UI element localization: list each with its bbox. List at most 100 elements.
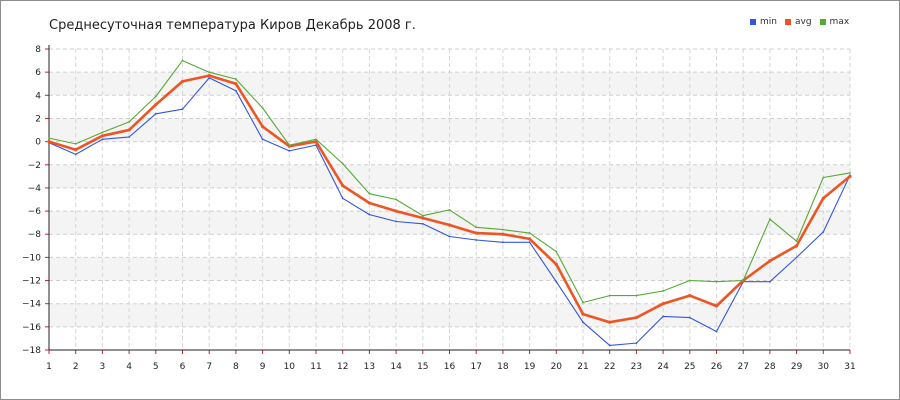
legend-item-avg: avg xyxy=(784,17,812,27)
data-point-max xyxy=(742,279,745,282)
data-point-min xyxy=(528,241,531,244)
y-tick-label: 8 xyxy=(35,45,41,55)
data-point-avg xyxy=(341,184,345,188)
data-point-avg xyxy=(554,262,558,266)
grid-band xyxy=(49,118,850,142)
data-point-min xyxy=(395,220,397,223)
data-point-avg xyxy=(608,320,612,324)
x-tick-label: 9 xyxy=(260,362,266,372)
data-point-min xyxy=(582,321,584,324)
data-point-max xyxy=(48,137,50,140)
data-point-max xyxy=(555,250,558,253)
y-tick-label: −2 xyxy=(28,161,41,171)
data-point-max xyxy=(715,280,718,283)
legend-item-min: min xyxy=(750,17,777,27)
x-tick-label: 20 xyxy=(551,362,563,372)
data-point-min xyxy=(795,256,798,259)
data-point-avg xyxy=(661,302,665,306)
data-point-min xyxy=(261,138,264,141)
legend-swatch-min xyxy=(750,19,756,25)
x-tick-label: 22 xyxy=(604,362,615,372)
data-point-max xyxy=(235,78,237,80)
legend-swatch-avg xyxy=(784,19,791,25)
y-tick-label: −14 xyxy=(22,300,41,310)
data-point-min xyxy=(502,241,504,244)
data-point-min xyxy=(421,222,424,225)
data-point-avg xyxy=(634,315,639,320)
data-point-avg xyxy=(47,140,51,144)
data-point-avg xyxy=(74,148,78,152)
data-point-avg xyxy=(394,209,398,213)
x-tick-label: 10 xyxy=(284,362,296,372)
data-point-avg xyxy=(768,259,772,263)
data-point-max xyxy=(795,240,798,243)
data-point-avg xyxy=(821,196,825,200)
chart-title: Среднесуточная температура Киров Декабрь… xyxy=(49,18,416,33)
y-tick-label: −6 xyxy=(28,207,42,217)
data-point-max xyxy=(395,198,397,201)
data-point-max xyxy=(128,121,131,123)
y-tick-label: −16 xyxy=(22,323,41,333)
data-point-min xyxy=(288,149,291,152)
grid-band xyxy=(49,211,850,235)
data-point-min xyxy=(154,112,157,115)
data-point-avg xyxy=(714,304,719,308)
y-tick-label: 6 xyxy=(35,68,41,78)
data-point-min xyxy=(608,344,611,347)
data-point-max xyxy=(421,214,424,217)
x-tick-label: 4 xyxy=(126,362,132,372)
data-point-avg xyxy=(501,232,505,236)
x-tick-label: 5 xyxy=(153,362,159,372)
data-point-max xyxy=(769,218,771,221)
data-point-min xyxy=(822,231,825,233)
data-point-max xyxy=(822,176,825,179)
data-point-max xyxy=(208,71,211,74)
data-point-max xyxy=(261,107,264,109)
legend: min avg max xyxy=(750,15,849,29)
y-tick-label: −4 xyxy=(28,184,42,194)
data-point-max xyxy=(502,228,504,231)
data-point-avg xyxy=(314,140,318,144)
x-tick-label: 29 xyxy=(791,362,803,372)
y-tick-label: −8 xyxy=(28,230,42,240)
x-tick-label: 11 xyxy=(310,362,321,372)
data-point-min xyxy=(662,315,664,318)
y-tick-label: 0 xyxy=(35,138,41,148)
data-point-avg xyxy=(474,231,478,235)
data-point-min xyxy=(555,280,558,283)
x-tick-label: 25 xyxy=(684,362,695,372)
data-point-min xyxy=(74,153,77,156)
data-point-min xyxy=(208,77,211,79)
x-tick-label: 12 xyxy=(337,362,348,372)
x-tick-label: 24 xyxy=(657,362,669,372)
data-point-max xyxy=(368,192,371,195)
data-point-max xyxy=(635,294,638,297)
grid-band xyxy=(49,72,850,96)
data-point-max xyxy=(608,294,611,297)
x-tick-label: 6 xyxy=(180,362,186,372)
data-point-max xyxy=(74,143,77,145)
data-point-max xyxy=(341,162,344,165)
legend-label-min: min xyxy=(760,17,777,27)
data-point-max xyxy=(315,138,317,141)
x-tick-label: 26 xyxy=(711,362,723,372)
legend-label-avg: avg xyxy=(794,17,812,27)
data-point-avg xyxy=(421,216,425,220)
data-point-avg xyxy=(261,124,265,129)
data-point-min xyxy=(181,108,184,111)
data-point-max xyxy=(849,171,851,174)
data-point-max xyxy=(528,232,531,234)
data-point-max xyxy=(288,144,291,146)
data-point-avg xyxy=(100,134,104,138)
x-tick-label: 14 xyxy=(390,362,402,372)
data-point-min xyxy=(235,89,237,92)
data-point-avg xyxy=(367,201,371,205)
data-point-min xyxy=(128,136,131,138)
data-point-max xyxy=(662,290,664,292)
data-point-avg xyxy=(207,74,211,78)
data-point-min xyxy=(475,239,478,241)
y-tick-label: 4 xyxy=(35,91,41,101)
data-point-max xyxy=(688,279,691,282)
data-point-avg xyxy=(234,82,238,86)
x-tick-label: 8 xyxy=(233,362,239,372)
